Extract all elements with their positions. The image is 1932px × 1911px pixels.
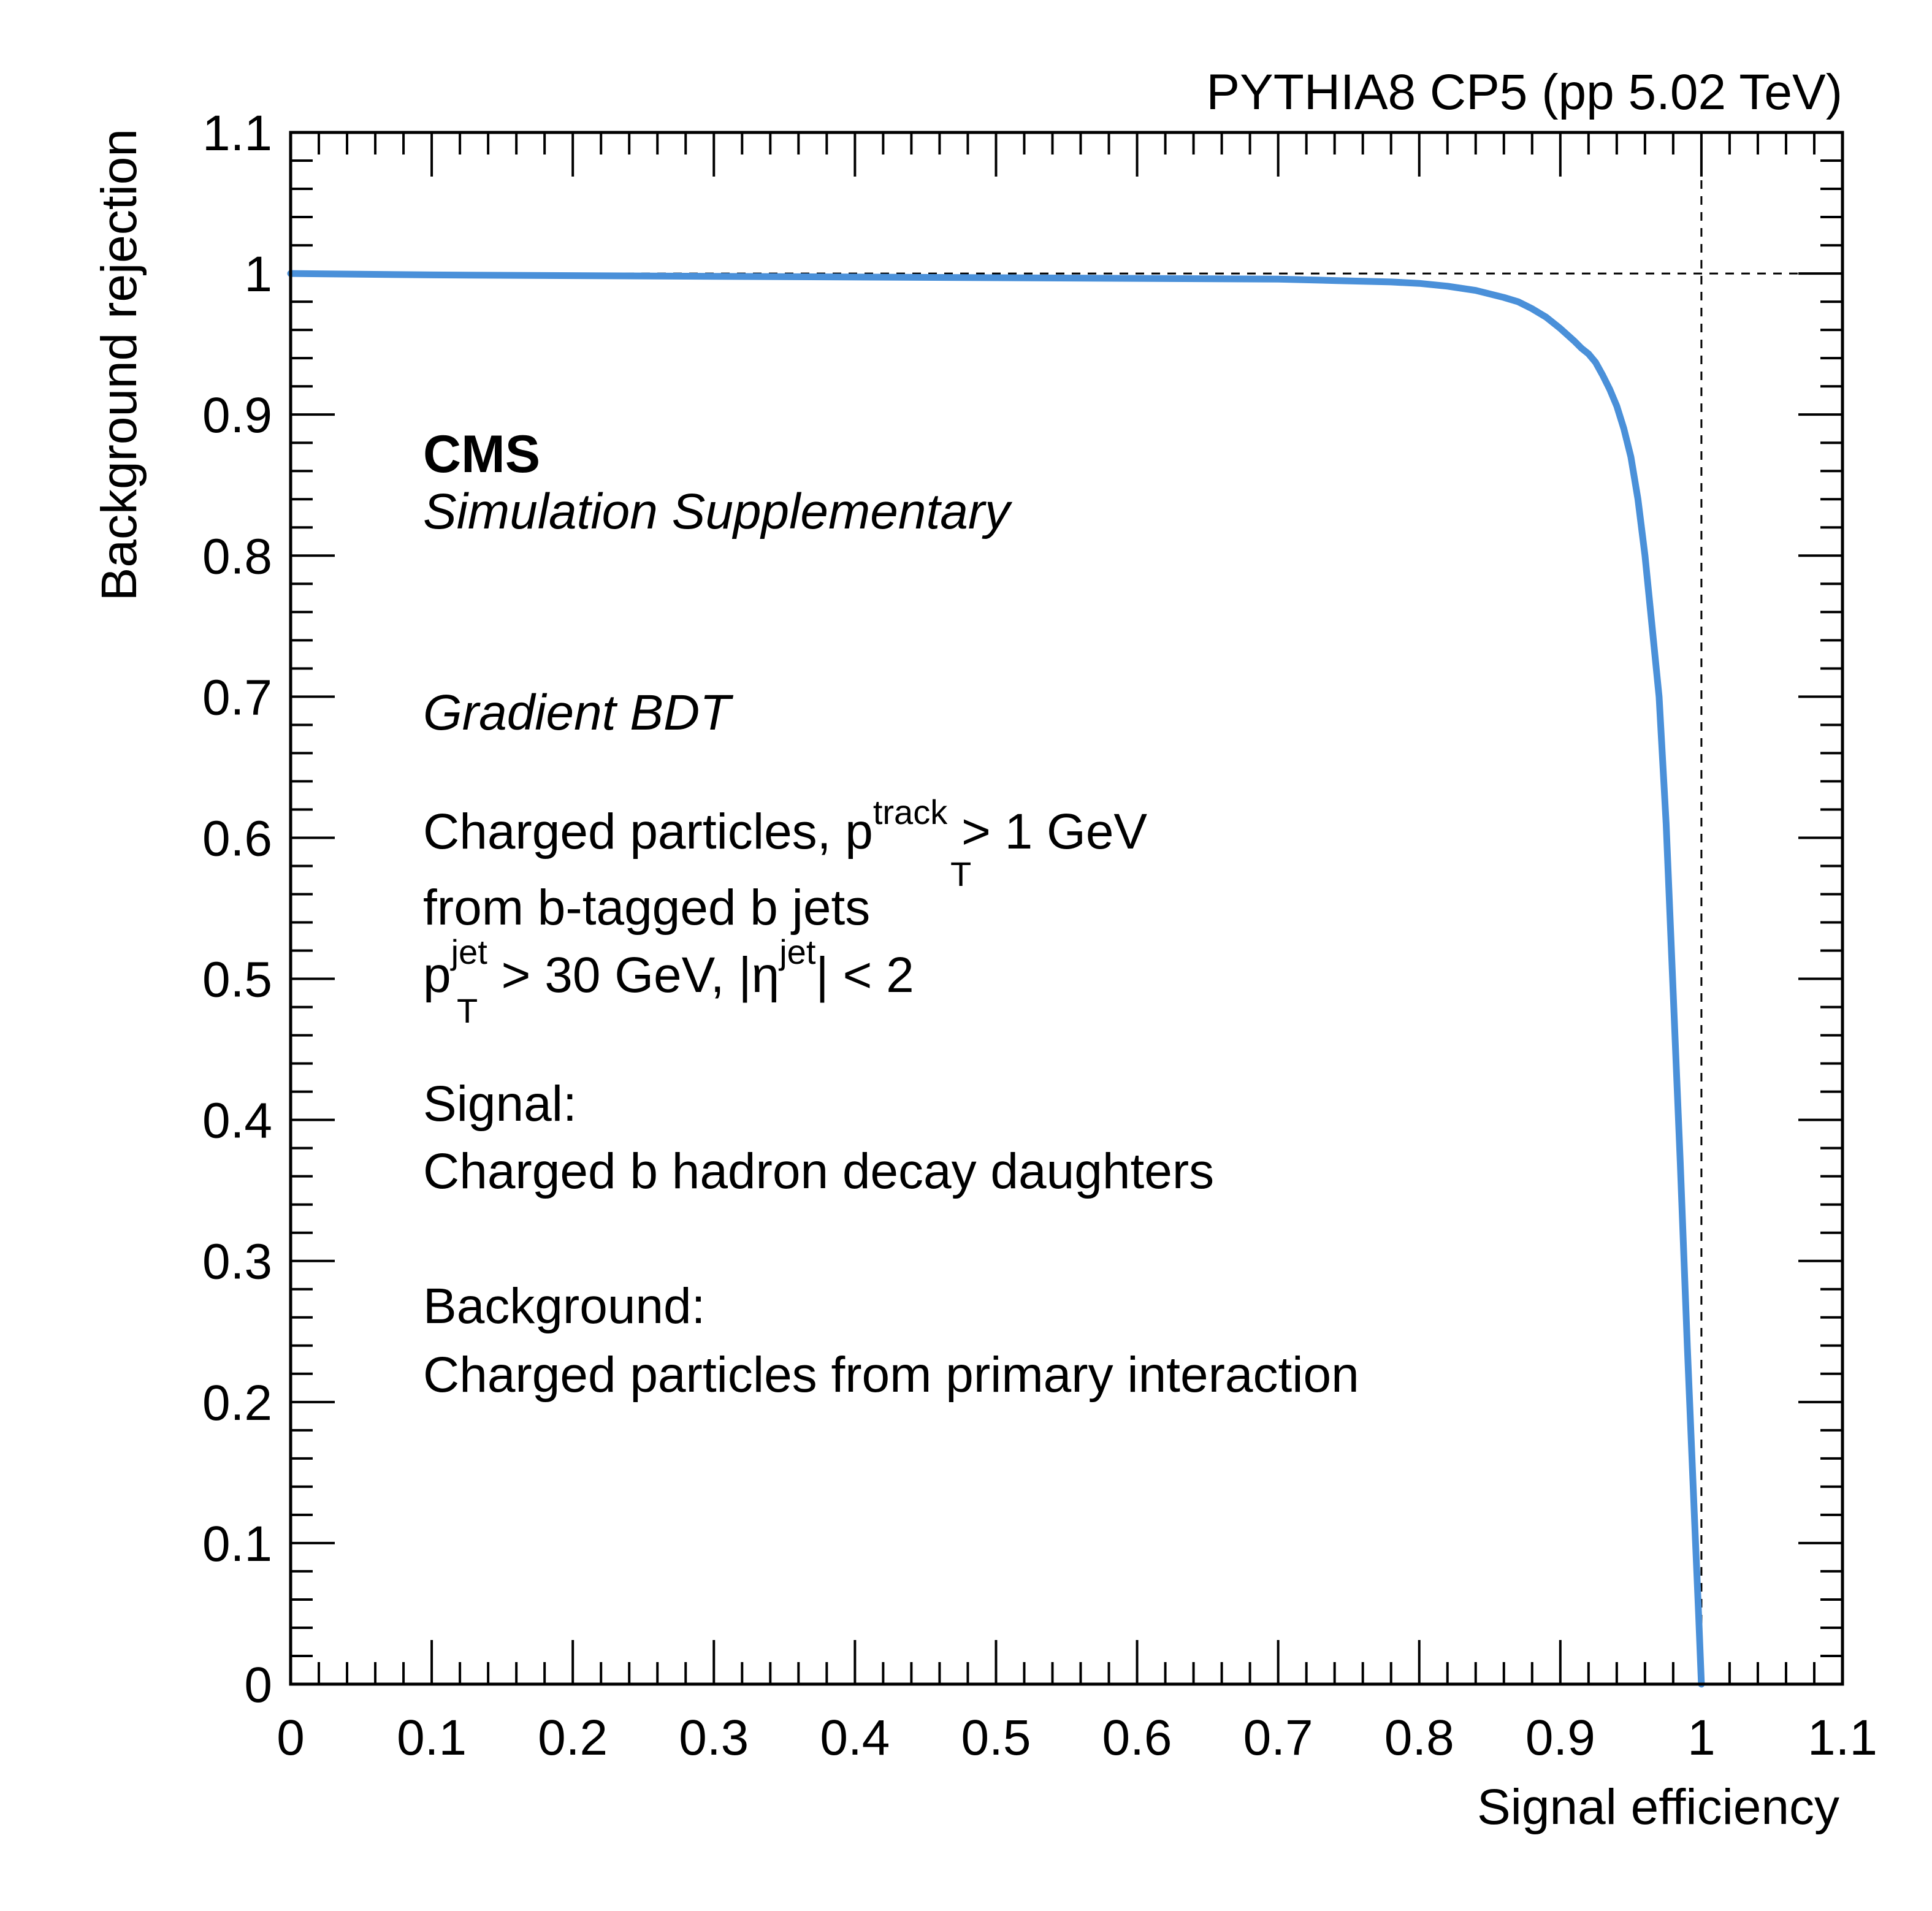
x-tick-label: 0.8 [1384, 1710, 1454, 1766]
simulation-label: Simulation Supplementary [423, 484, 1013, 540]
x-tick-label: 0.4 [820, 1710, 890, 1766]
y-tick-label: 0.3 [202, 1234, 272, 1290]
y-tick-label: 0.5 [202, 952, 272, 1008]
cut-track-pt-value: > 1 GeV [947, 804, 1147, 860]
axis-tick-labels: 0 0.1 0.2 0.3 0.4 0.5 0.6 0.7 0.8 0.9 1 1.1 0 0.1 0.2 0… [202, 105, 1877, 1766]
method-label: Gradient BDT [423, 685, 733, 741]
cut-jet-p: p [423, 947, 451, 1003]
x-tick-label: 0.3 [679, 1710, 749, 1766]
y-tick-label: 0.4 [202, 1093, 272, 1149]
y-tick-label: 0 [244, 1657, 272, 1713]
y-tick-label: 1 [244, 246, 272, 302]
x-tick-label: 0.2 [538, 1710, 608, 1766]
y-tick-label: 1.1 [202, 105, 272, 161]
y-tick-label: 0.1 [202, 1516, 272, 1572]
y-tick-label: 0.7 [202, 669, 272, 725]
cut-track-pt-sup: track [873, 793, 948, 831]
y-axis-title: Background rejection [91, 129, 147, 601]
cut-jet-eta-sup: jet [778, 933, 816, 971]
background-heading: Background: [423, 1278, 705, 1334]
x-tick-label: 0 [277, 1710, 305, 1766]
y-tick-label: 0.8 [202, 528, 272, 584]
y-tick-label: 0.6 [202, 811, 272, 866]
cms-label: CMS [423, 425, 540, 484]
x-tick-label: 0.5 [961, 1710, 1031, 1766]
cut-jet: pjet > 30 GeV, |ηjet| < 2 [423, 933, 914, 1003]
cut-jet-pt-sup: jet [450, 933, 488, 971]
data-series [287, 270, 1705, 1688]
series-line [287, 270, 1705, 1688]
y-tick-label: 0.9 [202, 387, 272, 443]
x-tick-label: 0.9 [1525, 1710, 1595, 1766]
x-tick-label: 0.7 [1243, 1710, 1313, 1766]
x-axis-title: Signal efficiency [1477, 1779, 1839, 1835]
y-tick-label: 0.2 [202, 1375, 272, 1431]
x-tick-label: 0.1 [397, 1710, 467, 1766]
cut-track-pt-sub: T [950, 855, 971, 893]
background-description: Charged particles from primary interacti… [423, 1347, 1359, 1403]
signal-heading: Signal: [423, 1076, 577, 1132]
cut-jet-pt-sub: T [457, 991, 478, 1030]
cut-btag: from b-tagged b jets [423, 880, 870, 936]
cut-jet-post: | < 2 [815, 947, 914, 1003]
cut-jet-mid: > 30 GeV, |η [487, 947, 779, 1003]
plot-frame [289, 131, 1844, 1686]
cut-track-pt: Charged particles, ptrack > 1 GeV [423, 793, 1147, 860]
x-tick-label: 1.1 [1808, 1710, 1877, 1766]
x-tick-label: 1 [1687, 1710, 1716, 1766]
signal-description: Charged b hadron decay daughters [423, 1143, 1214, 1199]
x-tick-label: 0.6 [1102, 1710, 1172, 1766]
cut-track-pt-text: Charged particles, p [423, 804, 873, 860]
chart-header: PYTHIA8 CP5 (pp 5.02 TeV) [1206, 64, 1842, 120]
